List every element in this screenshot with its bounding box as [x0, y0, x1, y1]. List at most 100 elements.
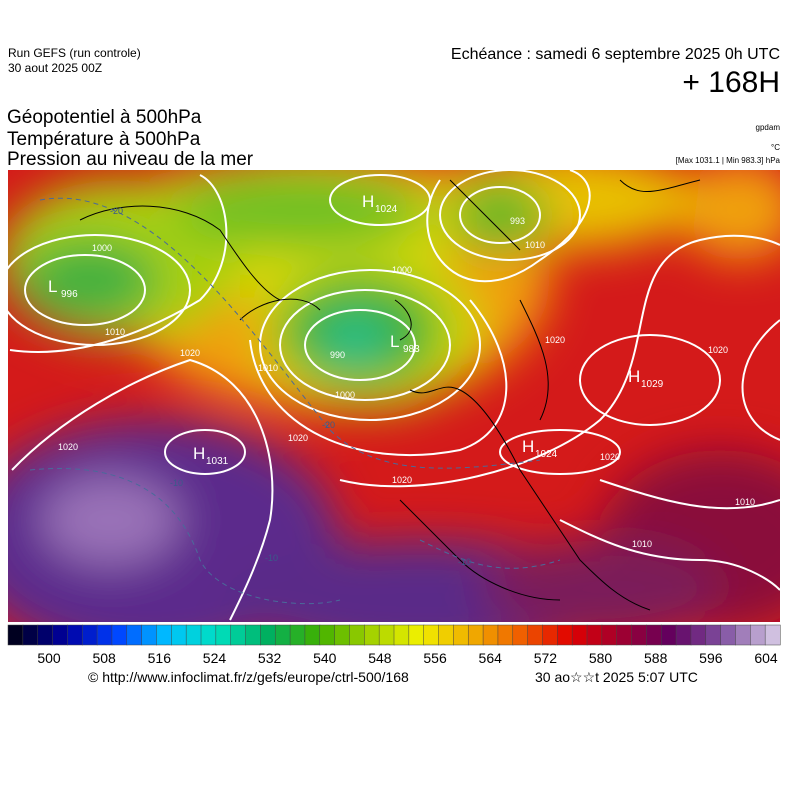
isobar-label: 1010 [258, 363, 278, 373]
colorbar-swatch [453, 624, 469, 646]
colorbar-swatch [52, 624, 68, 646]
isobar-label: 1020 [545, 335, 565, 345]
colorbar-tick-label: 580 [589, 650, 613, 666]
pressure-center-value: 1024 [535, 449, 558, 460]
isobar-label: 1000 [335, 390, 355, 400]
run-label: Run GEFS (run controle) [8, 46, 141, 60]
colorbar-swatch [571, 624, 588, 646]
colorbar-swatch [245, 624, 261, 646]
colorbar-tick-label: 596 [699, 650, 723, 666]
isobar-label: 1020 [180, 348, 200, 358]
temperature-label: -10 [265, 553, 278, 563]
temperature-label: -20 [322, 420, 335, 430]
colorbar-swatch [67, 624, 83, 646]
colorbar-swatch [156, 624, 172, 646]
colorbar-swatch [260, 624, 276, 646]
colorbar-swatch [319, 624, 336, 646]
pressure-center-value: 1024 [375, 204, 398, 215]
colorbar-tick-label: 548 [368, 650, 392, 666]
isobar-label: 990 [330, 350, 345, 360]
pressure-center-value: 983 [403, 344, 420, 355]
unit: °C [771, 143, 780, 152]
colorbar-swatch [364, 624, 380, 646]
temperature-label: -20 [110, 206, 123, 216]
colorbar-tick-label: 564 [479, 650, 503, 666]
pressure-center-type: L [48, 277, 57, 296]
colorbar-swatch [735, 624, 751, 646]
title: Géopotentiel à 500hPa [7, 107, 202, 128]
colorbar-swatch [423, 624, 440, 646]
pressure-center-type: L [390, 332, 399, 351]
colorbar-swatch [274, 624, 291, 646]
colorbar-tick-label: 508 [92, 650, 116, 666]
colorbar-tick-label: 516 [148, 650, 172, 666]
isobar-label: 1000 [92, 243, 112, 253]
colorbar-swatch [408, 624, 425, 646]
colorbar-swatch [37, 624, 54, 646]
colorbar-swatch [171, 624, 187, 646]
colorbar-swatch [96, 624, 113, 646]
colorbar-swatch [601, 624, 618, 646]
colorbar-swatch [616, 624, 633, 646]
colorbar-swatch [631, 624, 647, 646]
pressure-center-type: H [193, 444, 205, 463]
colorbar-swatch [497, 624, 514, 646]
colorbar-swatch [378, 624, 395, 646]
colorbar-swatch [750, 624, 766, 646]
colorbar-swatch [334, 624, 351, 646]
pressure-center-value: 1031 [206, 456, 229, 467]
colorbar-swatch [527, 624, 544, 646]
colorbar-swatch [690, 624, 707, 646]
isobar-label: 1020 [58, 442, 78, 452]
pressure-center-type: H [522, 437, 534, 456]
footer-timestamp: 30 ao☆☆t 2025 5:07 UTC [535, 669, 698, 685]
colorbar-swatch [675, 624, 692, 646]
isobar-label: 1020 [288, 433, 308, 443]
colorbar-swatch [200, 624, 217, 646]
colorbar-swatch [512, 624, 529, 646]
colorbar-swatch [660, 624, 677, 646]
temperature-label: -10 [170, 478, 183, 488]
colorbar-swatch [81, 624, 98, 646]
colorbar-swatch [349, 624, 365, 646]
colorbar-swatch [215, 624, 232, 646]
colorbar-tick-label: 556 [423, 650, 447, 666]
colorbar-tick-label: 500 [37, 650, 61, 666]
unit: [Max 1031.1 | Min 983.3] hPa [675, 156, 780, 165]
pressure-center-type: H [628, 367, 640, 386]
colorbar-tick-label: 540 [313, 650, 337, 666]
colorbar-swatch [646, 624, 662, 646]
colorbar-tick-label: 532 [258, 650, 282, 666]
colorbar-tick-label: 572 [534, 650, 558, 666]
colorbar-tick-label: 588 [644, 650, 668, 666]
title: Température à 500hPa [7, 129, 201, 150]
isobar-label: 1010 [632, 539, 652, 549]
lead-time: + 168H [682, 66, 780, 99]
colorbar-swatch [467, 624, 484, 646]
pressure-center-type: H [362, 192, 374, 211]
colorbar-tick-label: 524 [203, 650, 227, 666]
colorbar-swatch [111, 624, 128, 646]
colorbar-swatch [557, 624, 573, 646]
isobar-label: 993 [510, 216, 525, 226]
colorbar-swatch [304, 624, 321, 646]
map-field [8, 170, 780, 622]
colorbar-swatch [438, 624, 454, 646]
colorbar-swatch [586, 624, 603, 646]
temperature-label: -10 [458, 557, 471, 567]
isobar-label: 1020 [392, 475, 412, 485]
colorbar-swatch [7, 624, 24, 646]
pressure-center-value: 996 [61, 289, 78, 300]
colorbar-swatch [705, 624, 722, 646]
pressure-center-value: 1029 [641, 379, 664, 390]
isobar-label: 1010 [735, 497, 755, 507]
footer-url: © http://www.infoclimat.fr/z/gefs/europe… [88, 669, 409, 685]
isobar-label: 1020 [600, 452, 620, 462]
colorbar-swatch [230, 624, 247, 646]
colorbar-swatch [393, 624, 410, 646]
isobar-label: 1000 [392, 265, 412, 275]
run-date: 30 aout 2025 00Z [8, 61, 103, 75]
isobar-label: 1020 [708, 345, 728, 355]
